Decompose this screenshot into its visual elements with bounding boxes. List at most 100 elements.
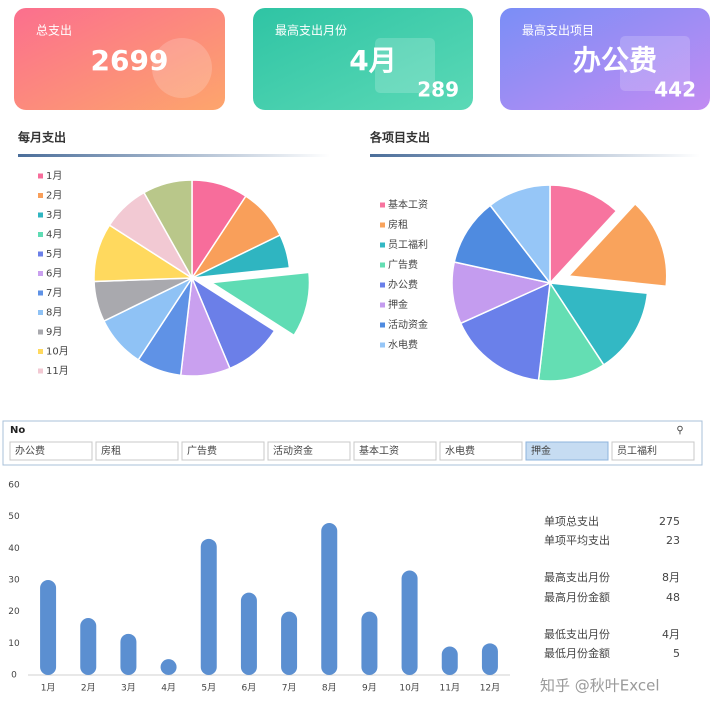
slicer-button-label[interactable]: 办公费 [15, 444, 45, 457]
bar [80, 618, 97, 675]
slicer-title: No [10, 425, 25, 436]
stat-label: 单项平均支出 [544, 533, 610, 547]
chart-title: 各项目支出 [369, 130, 430, 145]
pie-slice [537, 280, 605, 382]
slicer-button[interactable] [95, 441, 179, 461]
legend-marker [38, 193, 43, 198]
x-tick-label: 11月 [440, 683, 460, 694]
slicer-button[interactable] [267, 441, 351, 461]
legend-marker [380, 322, 385, 328]
title-underline [18, 154, 330, 157]
legend-label: 办公费 [388, 278, 418, 291]
legend-label: 5月 [46, 248, 62, 260]
card-sub-value: 442 [654, 78, 696, 102]
card [500, 8, 710, 110]
stat-label: 最低支出月份 [544, 627, 610, 641]
legend-marker [38, 290, 43, 296]
legend-marker [380, 342, 385, 348]
legend-label: 房租 [388, 218, 408, 231]
x-tick-label: 4月 [161, 683, 176, 694]
stat-label: 单项总支出 [544, 514, 599, 528]
x-tick-label: 9月 [362, 683, 377, 694]
stat-value: 8月 [662, 571, 680, 584]
slicer-icon[interactable]: ⚲ [676, 425, 683, 436]
legend-label: 11月 [46, 365, 69, 377]
card-icon [375, 38, 435, 93]
slicer-button[interactable] [9, 441, 93, 461]
slicer-button[interactable] [353, 441, 437, 461]
legend-marker [38, 310, 43, 315]
x-tick-label: 8月 [322, 683, 337, 694]
y-tick-label: 40 [8, 544, 20, 554]
slicer-button[interactable] [181, 441, 265, 461]
legend-label: 7月 [46, 287, 62, 299]
legend-label: 4月 [46, 229, 62, 241]
legend-label: 9月 [46, 326, 62, 338]
y-tick-label: 50 [8, 512, 20, 522]
bar [160, 659, 177, 675]
card-value: 2699 [91, 44, 169, 77]
legend-label: 10月 [46, 346, 69, 358]
legend-label: 活动资金 [388, 318, 428, 331]
legend-label: 2月 [46, 190, 62, 202]
stat-value: 5 [673, 647, 680, 660]
slicer-button-label[interactable]: 广告费 [187, 444, 217, 457]
pie-slice [209, 271, 311, 337]
legend-label: 基本工资 [388, 198, 428, 211]
y-tick-label: 60 [8, 481, 20, 491]
pie-slice [489, 184, 551, 286]
slicer-button[interactable] [439, 441, 523, 461]
bar [200, 538, 217, 675]
card [253, 8, 473, 110]
bar [361, 611, 378, 675]
legend-label: 广告费 [388, 258, 418, 271]
slicer-button[interactable] [525, 441, 609, 461]
x-tick-label: 2月 [81, 683, 96, 694]
legend-marker [380, 282, 385, 288]
legend-label: 3月 [46, 209, 62, 221]
slicer-button-label[interactable]: 基本工资 [359, 444, 399, 457]
slicer-button-label[interactable]: 员工福利 [617, 444, 657, 457]
slicer-button-label[interactable]: 水电费 [445, 444, 475, 457]
legend-marker [380, 222, 385, 228]
pie-slice [453, 204, 552, 285]
legend-marker [38, 349, 43, 354]
x-tick-label: 7月 [282, 683, 297, 694]
legend-label: 员工福利 [388, 238, 428, 251]
legend-label: 8月 [46, 307, 62, 319]
y-tick-label: 30 [8, 576, 20, 586]
bar [481, 643, 498, 675]
legend-marker [380, 202, 385, 208]
legend-marker [380, 262, 385, 268]
slicer-button-label[interactable]: 房租 [101, 444, 121, 457]
bar [281, 611, 298, 675]
legend-label: 6月 [46, 268, 62, 280]
slicer-button-label[interactable]: 押金 [531, 444, 551, 457]
y-tick-label: 0 [11, 671, 17, 681]
bar [441, 646, 458, 675]
legend-marker [38, 329, 43, 335]
slicer-button[interactable] [611, 441, 695, 461]
legend-marker [38, 232, 43, 237]
card-value: 办公费 [573, 44, 657, 77]
card [14, 8, 225, 110]
y-tick-label: 20 [8, 607, 20, 617]
card-title: 最高支出项目 [522, 23, 594, 38]
x-tick-label: 3月 [121, 683, 136, 694]
card-icon [152, 38, 212, 98]
stat-label: 最低月份金额 [544, 646, 610, 660]
x-tick-label: 6月 [242, 683, 257, 694]
slicer-button-label[interactable]: 活动资金 [273, 444, 313, 457]
pie-slice [191, 234, 291, 279]
x-tick-label: 5月 [201, 683, 216, 694]
watermark: 知乎 @秋叶Excel [540, 677, 660, 695]
x-tick-label: 12月 [480, 683, 500, 694]
stat-label: 最高月份金额 [544, 590, 610, 604]
stat-value: 23 [666, 534, 680, 547]
legend-marker [38, 368, 43, 374]
pie-slice [549, 184, 618, 285]
legend-marker [380, 242, 385, 248]
bar [120, 633, 137, 675]
stat-label: 最高支出月份 [544, 570, 610, 584]
